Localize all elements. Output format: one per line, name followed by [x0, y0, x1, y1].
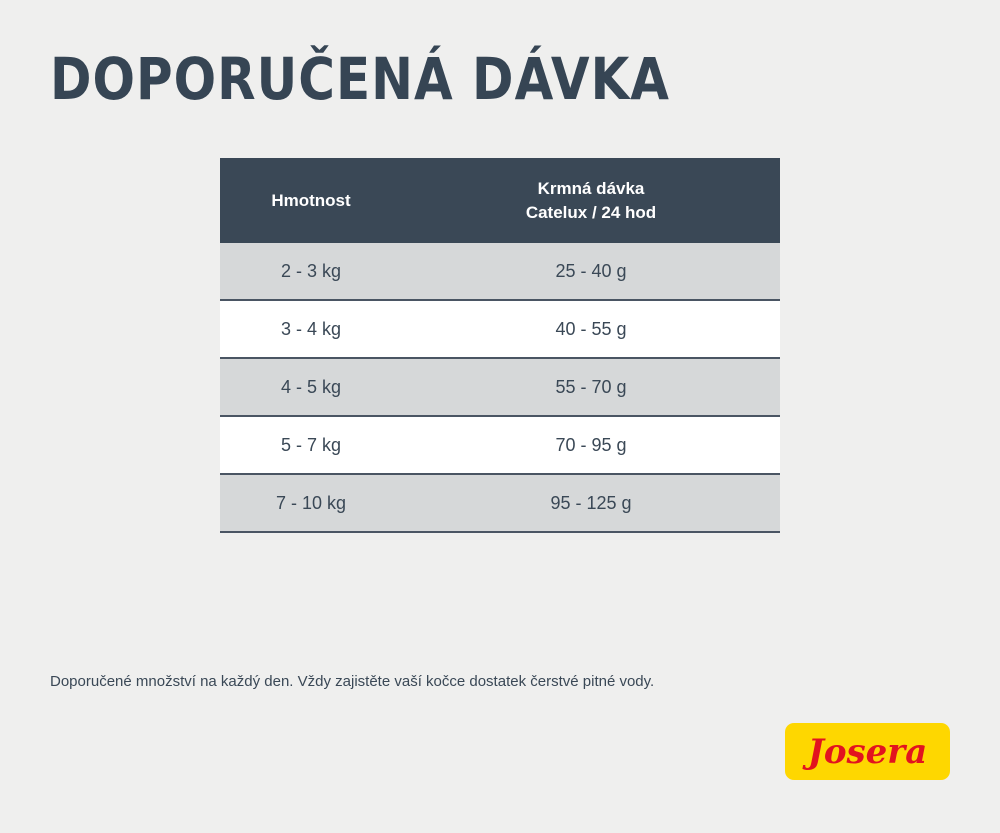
header-amount-line1: Krmná dávka [537, 178, 645, 198]
table-row: 3 - 4 kg 40 - 55 g [220, 301, 780, 359]
cell-weight: 7 - 10 kg [275, 492, 347, 513]
table-header: Hmotnost Krmná dávka Catelux / 24 hod [220, 158, 780, 243]
feeding-table: Hmotnost Krmná dávka Catelux / 24 hod 2 … [220, 158, 780, 533]
cell-amount: 70 - 95 g [555, 435, 627, 455]
footnote: Doporučené množství na každý den. Vždy z… [50, 673, 655, 690]
header-amount-line2: Catelux / 24 hod [525, 202, 657, 222]
header-amount: Krmná dávka Catelux / 24 hod [402, 177, 780, 225]
table-row: 4 - 5 kg 55 - 70 g [220, 359, 780, 417]
cell-amount: 55 - 70 g [555, 377, 627, 397]
table-row: 5 - 7 kg 70 - 95 g [220, 417, 780, 475]
cell-weight: 2 - 3 kg [280, 260, 342, 281]
table-row: 7 - 10 kg 95 - 125 g [220, 475, 780, 533]
table-row: 2 - 3 kg 25 - 40 g [220, 243, 780, 301]
cell-amount: 95 - 125 g [550, 493, 632, 513]
cell-amount: 40 - 55 g [555, 319, 627, 339]
logo-text: Josera [807, 731, 928, 772]
cell-weight: 3 - 4 kg [280, 318, 342, 339]
cell-weight: 5 - 7 kg [280, 434, 342, 455]
page-title: DOPORUČENÁ DÁVKA [50, 46, 671, 113]
josera-logo: Josera [785, 723, 950, 780]
cell-weight: 4 - 5 kg [280, 376, 342, 397]
header-weight: Hmotnost [271, 190, 351, 210]
cell-amount: 25 - 40 g [555, 261, 627, 281]
